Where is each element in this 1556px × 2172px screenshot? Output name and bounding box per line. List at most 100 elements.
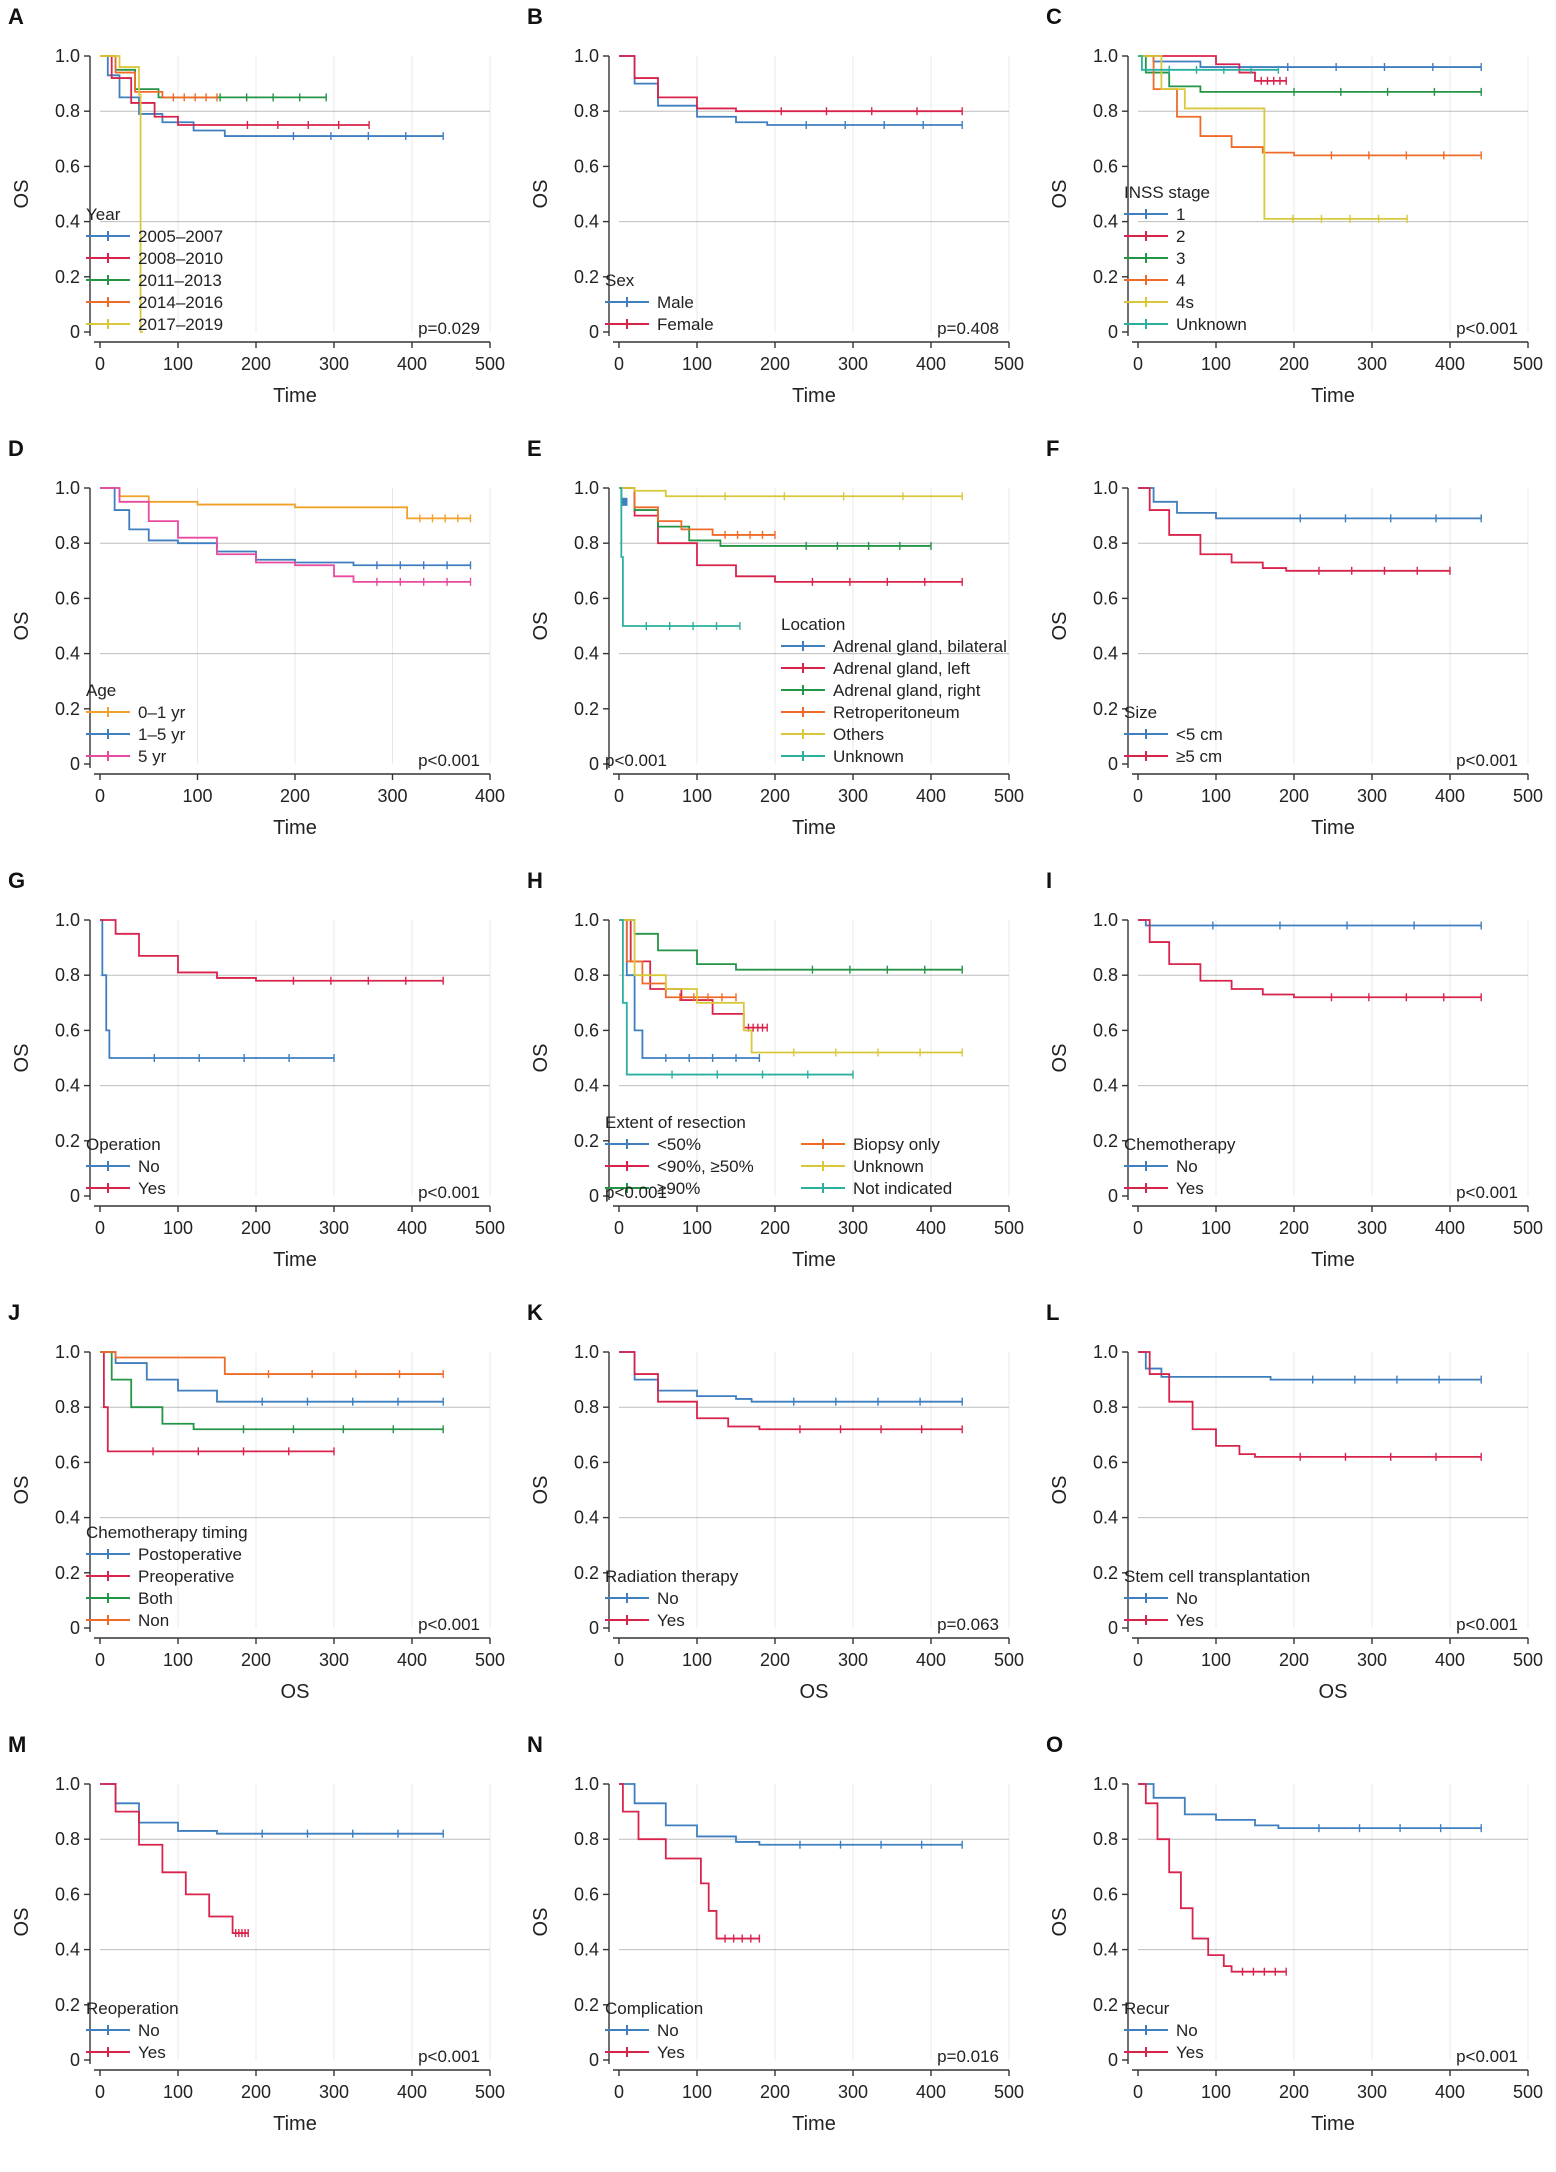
y-tick-label: 0.6 (574, 1020, 599, 1040)
y-tick-label: 1.0 (55, 910, 80, 930)
y-axis-label: OS (1049, 1908, 1071, 1937)
y-tick-label: 0.6 (1093, 156, 1118, 176)
y-tick-label: 0.6 (574, 1452, 599, 1472)
y-tick-label: 0.2 (1093, 267, 1118, 287)
x-axis-label: Time (1311, 817, 1355, 839)
survival-curve (619, 919, 768, 1029)
y-tick-label: 0.2 (1093, 1131, 1118, 1151)
survival-curve (100, 55, 327, 99)
x-axis-label: Time (792, 817, 836, 839)
legend-label: ≥5 cm (1176, 747, 1222, 766)
legend-label: 5 yr (138, 747, 167, 766)
panel-label: I (1046, 868, 1052, 893)
x-tick-label: 300 (838, 786, 868, 806)
p-value: p=0.063 (937, 1615, 999, 1634)
x-axis-label: Time (792, 2113, 836, 2135)
y-tick-label: 0.8 (55, 101, 80, 121)
km-chart-h: H 0 100 200 300 400 500 0 0.2 0.4 0.6 0.8 1.0 Time OS E… (527, 868, 1024, 1271)
survival-curve (100, 919, 444, 982)
x-tick-label: 400 (916, 786, 946, 806)
y-tick-label: 1.0 (574, 478, 599, 498)
legend-title: Year (86, 205, 121, 224)
x-tick-label: 0 (1133, 1650, 1143, 1670)
legend-label: 4 (1176, 271, 1185, 290)
panel-l: L 0 100 200 300 400 500 0 0.2 0.4 0.6 0.8 1.0 OS OS Ste… (1038, 1296, 1556, 1728)
km-chart-d: D 0 100 200 300 400 0 0.2 0.4 0.6 0.8 1.0 Time OS Age 0… (8, 436, 505, 839)
x-tick-label: 0 (95, 1218, 105, 1238)
panel-label: L (1046, 1300, 1059, 1325)
y-axis-label: OS (11, 1476, 33, 1505)
legend-label: Unknown (1176, 315, 1247, 334)
x-tick-label: 0 (614, 1650, 624, 1670)
y-tick-label: 0.4 (574, 212, 599, 232)
x-tick-label: 500 (994, 354, 1024, 374)
y-tick-label: 0.8 (1093, 1397, 1118, 1417)
y-tick-label: 0 (589, 2050, 599, 2070)
y-tick-label: 0.6 (55, 1020, 80, 1040)
x-tick-label: 200 (760, 2082, 790, 2102)
y-tick-label: 0.4 (574, 1940, 599, 1960)
survival-curve (619, 1351, 963, 1431)
legend-title: Chemotherapy (1124, 1135, 1236, 1154)
y-tick-label: 1.0 (1093, 478, 1118, 498)
km-chart-n: N 0 100 200 300 400 500 0 0.2 0.4 0.6 0.8 1.0 Time OS C… (527, 1732, 1024, 2135)
x-tick-label: 400 (1435, 1218, 1465, 1238)
survival-curve (1138, 55, 1408, 220)
y-tick-label: 0 (589, 754, 599, 774)
y-tick-label: 0.2 (55, 1995, 80, 2015)
x-axis-label: Time (273, 817, 317, 839)
y-axis-label: OS (1049, 1476, 1071, 1505)
survival-curve (1138, 55, 1287, 82)
survival-curve (100, 55, 370, 126)
survival-curve (1138, 487, 1450, 572)
y-tick-label: 0.6 (574, 588, 599, 608)
panel-label: A (8, 4, 24, 29)
x-tick-label: 400 (1435, 1650, 1465, 1670)
x-tick-label: 200 (760, 786, 790, 806)
km-chart-o: O 0 100 200 300 400 500 0 0.2 0.4 0.6 0.8 1.0 Time OS R… (1046, 1732, 1543, 2135)
km-chart-f: F 0 100 200 300 400 500 0 0.2 0.4 0.6 0.8 1.0 Time OS S… (1046, 436, 1543, 839)
x-tick-label: 200 (760, 1218, 790, 1238)
y-tick-label: 0.4 (55, 644, 80, 664)
legend-title: Radiation therapy (605, 1567, 739, 1586)
x-tick-label: 400 (397, 2082, 427, 2102)
x-tick-label: 200 (1279, 1650, 1309, 1670)
panel-label: M (8, 1732, 26, 1757)
survival-curve (100, 919, 334, 1059)
km-chart-k: K 0 100 200 300 400 500 0 0.2 0.4 0.6 0.8 1.0 OS OS Rad… (527, 1300, 1024, 1703)
legend-title: Recur (1124, 1999, 1170, 2018)
legend-label: 0–1 yr (138, 703, 186, 722)
y-tick-label: 0.2 (574, 1131, 599, 1151)
y-tick-label: 0 (1108, 1618, 1118, 1638)
y-tick-label: 0.2 (55, 267, 80, 287)
y-tick-label: 0.8 (574, 1829, 599, 1849)
survival-curve (100, 1351, 444, 1375)
panel-label: K (527, 1300, 543, 1325)
y-tick-label: 0.8 (55, 533, 80, 553)
y-axis-label: OS (530, 1476, 552, 1505)
x-tick-label: 0 (95, 786, 105, 806)
y-axis-label: OS (1049, 180, 1071, 209)
x-tick-label: 200 (760, 1650, 790, 1670)
legend-label: Non (138, 1611, 169, 1630)
legend-title: INSS stage (1124, 183, 1210, 202)
y-tick-label: 0.8 (55, 965, 80, 985)
survival-curve (100, 487, 471, 567)
survival-curve (1138, 1351, 1482, 1381)
legend-label: Yes (1176, 2043, 1204, 2062)
x-tick-label: 100 (1201, 786, 1231, 806)
legend-label: Yes (138, 1179, 166, 1198)
survival-curve (1138, 1783, 1482, 1830)
x-tick-label: 200 (1279, 1218, 1309, 1238)
panel-label: F (1046, 436, 1059, 461)
x-tick-label: 200 (280, 786, 310, 806)
panel-f: F 0 100 200 300 400 500 0 0.2 0.4 0.6 0.8 1.0 Time OS S… (1038, 432, 1556, 864)
legend-label: 3 (1176, 249, 1185, 268)
km-chart-e: E 0 100 200 300 400 500 0 0.2 0.4 0.6 0.8 1.0 Time OS L… (527, 436, 1024, 839)
x-axis-label: OS (1319, 1681, 1348, 1703)
x-tick-label: 300 (319, 1650, 349, 1670)
panel-label: H (527, 868, 543, 893)
panel-o: O 0 100 200 300 400 500 0 0.2 0.4 0.6 0.8 1.0 Time OS R… (1038, 1728, 1556, 2160)
x-tick-label: 100 (682, 2082, 712, 2102)
legend-label: Female (657, 315, 714, 334)
